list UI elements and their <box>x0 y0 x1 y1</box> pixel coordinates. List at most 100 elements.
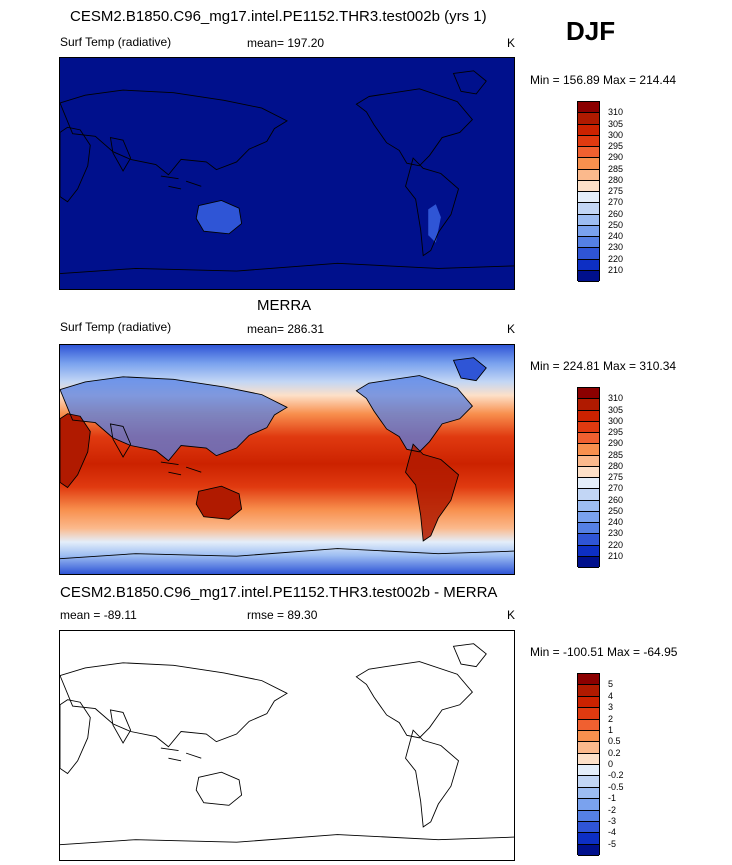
colorbar-tick-label: 240 <box>608 231 624 241</box>
colorbar-swatch <box>578 135 599 147</box>
colorbar-swatch <box>578 147 599 159</box>
colorbar-tick-label: -2 <box>608 804 617 815</box>
colorbar-swatch <box>578 708 599 720</box>
colorbar-swatch <box>578 478 599 490</box>
colorbar-tick-label: 220 <box>608 253 624 264</box>
colorbar-tick-label: 240 <box>608 517 624 527</box>
colorbar-swatch <box>578 410 599 422</box>
colorbar-tick-label: 275 <box>608 186 624 196</box>
colorbar-swatch <box>578 203 599 215</box>
colorbar-swatch <box>578 787 599 800</box>
colorbar-swatch <box>578 259 599 271</box>
colorbar-swatch <box>578 225 599 237</box>
colorbar-tick-label: 260 <box>608 208 624 219</box>
colorbar-swatch <box>578 169 599 181</box>
colorbar-tick-label: 300 <box>608 415 624 426</box>
panel2-namerica-fill <box>356 375 473 452</box>
colorbar-tick-label: 270 <box>608 197 624 208</box>
colorbar-tick-label: 210 <box>608 550 624 561</box>
colorbar-tick-label: -3 <box>608 815 617 826</box>
colorbar-swatch <box>578 821 599 834</box>
colorbar-tick-label: 280 <box>608 174 624 185</box>
colorbar-swatch <box>578 102 599 114</box>
panel1-map-svg <box>60 58 514 289</box>
colorbar-tick-label: 270 <box>608 483 624 494</box>
panel2-map <box>59 344 515 575</box>
colorbar-tick-label: 230 <box>608 528 624 539</box>
colorbar-tick-label: 0.5 <box>608 736 621 747</box>
panel2-eurasia-fill <box>60 376 287 461</box>
panel2-title: MERRA <box>257 297 312 314</box>
panel1-australia-patch <box>196 200 242 234</box>
colorbar-swatch <box>578 270 599 282</box>
colorbar-swatch <box>578 742 599 754</box>
panel2-africa-fill <box>60 413 91 488</box>
panel1-minmax: Min = 156.89 Max = 214.44 <box>530 73 677 87</box>
colorbar-swatch <box>578 511 599 523</box>
colorbar-swatch <box>578 214 599 226</box>
colorbar-tick-label: 3 <box>608 702 614 713</box>
panel2-australia-fill <box>196 486 242 520</box>
colorbar-swatch <box>578 455 599 467</box>
colorbar-swatch <box>578 466 599 478</box>
colorbar-tick-label: 295 <box>608 141 624 151</box>
colorbar-swatch <box>578 523 599 535</box>
colorbar-swatch <box>578 444 599 456</box>
colorbar-tick-label: -0.2 <box>608 770 624 781</box>
colorbar-swatch <box>578 192 599 204</box>
colorbar-tick-label: 0.2 <box>608 747 621 758</box>
panel3-map <box>59 630 515 861</box>
panel3-units: K <box>507 608 516 622</box>
colorbar-tick-label: 4 <box>608 690 614 701</box>
colorbar-swatch <box>578 810 599 822</box>
colorbar-swatch <box>578 158 599 170</box>
panel1-units: K <box>507 36 516 50</box>
panel2-mean: mean= 286.31 <box>247 322 325 336</box>
panel1-variable: Surf Temp (radiative) <box>60 35 172 49</box>
panel1-map <box>59 57 515 290</box>
panel1-title: CESM2.B1850.C96_mg17.intel.PE1152.THR3.t… <box>70 8 487 25</box>
panel2-variable: Surf Temp (radiative) <box>60 320 172 334</box>
colorbar-tick-label: 290 <box>608 438 624 449</box>
colorbar-tick-label: 300 <box>608 129 624 140</box>
colorbar-tick-label: 305 <box>608 404 624 415</box>
colorbar-tick-label: 250 <box>608 219 624 230</box>
colorbar-swatch <box>578 776 599 788</box>
panel3-map-field <box>60 631 514 860</box>
colorbar-tick-label: 295 <box>608 427 624 437</box>
colorbar-tick-label: -0.5 <box>608 781 624 792</box>
panel1-colorbar <box>577 101 600 282</box>
colorbar-tick-label: 285 <box>608 163 624 174</box>
colorbar-tick-label: -1 <box>608 793 617 804</box>
colorbar-swatch <box>578 674 599 686</box>
colorbar-swatch <box>578 799 599 811</box>
colorbar-swatch <box>578 388 599 400</box>
panel3-mean: mean = -89.11 <box>60 608 137 622</box>
panel2-map-svg <box>60 345 514 574</box>
colorbar-tick-label: 5 <box>608 679 614 690</box>
colorbar-swatch <box>578 113 599 125</box>
season-label: DJF <box>566 16 616 46</box>
panel3-map-svg <box>60 631 514 860</box>
colorbar-tick-label: -5 <box>608 838 617 849</box>
colorbar-swatch <box>578 833 599 845</box>
colorbar-swatch <box>578 719 599 731</box>
colorbar-tick-label: 310 <box>608 107 624 118</box>
colorbar-tick-label: 280 <box>608 460 624 471</box>
colorbar-swatch <box>578 730 599 743</box>
panel2-minmax: Min = 224.81 Max = 310.34 <box>530 359 677 373</box>
colorbar-tick-label: 0 <box>608 759 614 769</box>
panel2-samerica-fill <box>405 444 459 541</box>
colorbar-swatch <box>578 545 599 557</box>
panel3-minmax: Min = -100.51 Max = -64.95 <box>530 645 678 659</box>
colorbar-tick-label: 220 <box>608 539 624 550</box>
colorbar-tick-label: 290 <box>608 152 624 163</box>
colorbar-swatch <box>578 433 599 445</box>
panel3-title: CESM2.B1850.C96_mg17.intel.PE1152.THR3.t… <box>60 584 498 601</box>
colorbar-swatch <box>578 556 599 568</box>
panel2-colorbar <box>577 387 600 568</box>
colorbar-tick-label: 305 <box>608 118 624 129</box>
panel3-colorbar <box>577 673 600 856</box>
colorbar-tick-label: 230 <box>608 242 624 253</box>
colorbar-swatch <box>578 765 599 777</box>
